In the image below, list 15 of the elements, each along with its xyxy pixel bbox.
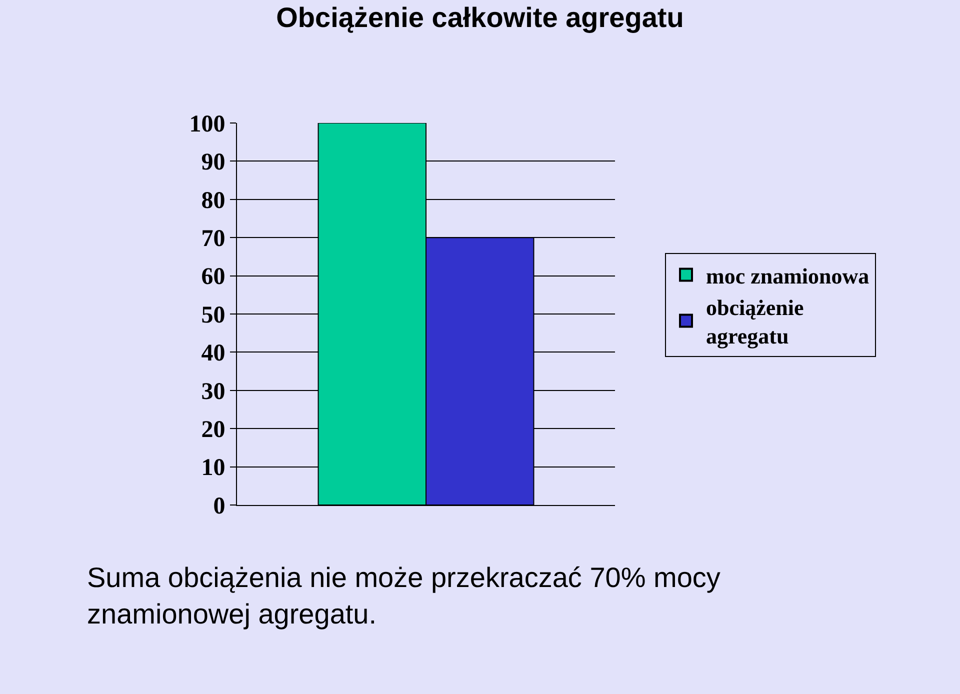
y-tick-label: 70 bbox=[201, 226, 226, 252]
y-tick-label: 30 bbox=[201, 378, 226, 405]
y-tick-label: 100 bbox=[189, 111, 226, 138]
y-tick-label: 60 bbox=[201, 264, 226, 290]
y-tick-label: 40 bbox=[201, 340, 226, 367]
legend-label: moc znamionowa bbox=[706, 263, 870, 288]
text: Suma obciążenia nie może przekraczać 70% mocy znamionowej agregatu. bbox=[87, 562, 720, 630]
y-tick-label: 20 bbox=[201, 417, 226, 443]
y-tick-label: 90 bbox=[201, 150, 226, 176]
y-tick-label: 80 bbox=[201, 188, 226, 214]
chart-title: Obciążenie całkowite agregatu bbox=[276, 2, 684, 33]
y-tick-label: 10 bbox=[201, 455, 226, 482]
legend-label: obciążenie agregatu bbox=[706, 294, 804, 349]
y-tick-label: 0 bbox=[213, 493, 226, 520]
y-tick-label: 50 bbox=[201, 302, 226, 328]
